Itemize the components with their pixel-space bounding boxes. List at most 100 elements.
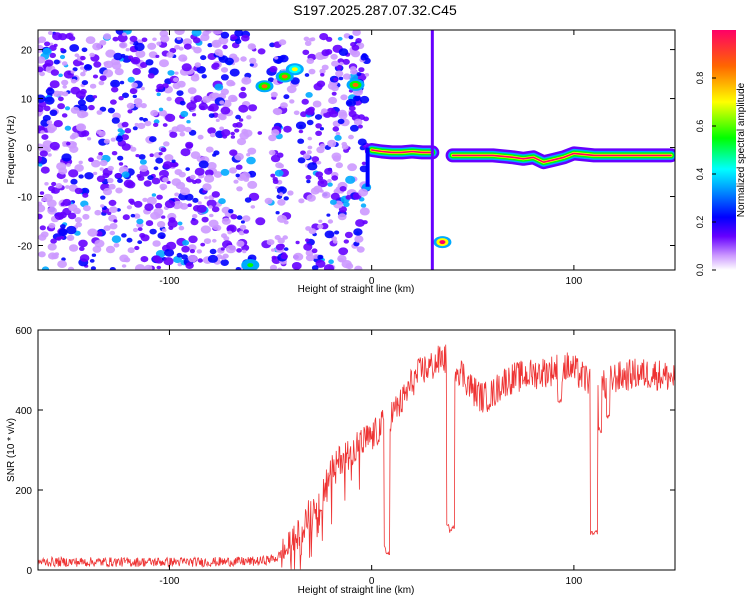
noise-speck [181,254,188,260]
noise-speck [172,162,178,167]
noise-speck [80,55,86,61]
noise-speck [174,30,185,36]
noise-speck [178,46,184,51]
noise-speck [277,237,285,244]
noise-speck [53,43,58,48]
noise-speck [77,104,88,112]
noise-speck [146,196,157,205]
noise-speck [334,230,340,235]
noise-speck [113,52,123,61]
noise-speck [61,61,68,66]
noise-speck [135,154,140,158]
noise-speck [179,131,186,137]
spectrogram-ylabel: Frequency (Hz) [6,116,17,185]
noise-speck [178,54,188,62]
noise-speck [227,225,235,232]
noise-speck [243,78,248,82]
noise-speck [75,210,81,215]
noise-speck [355,219,365,227]
noise-speck [204,30,212,34]
noise-speck [212,62,220,69]
noise-speck [43,105,51,112]
noise-speck [331,60,339,67]
noise-speck [190,218,199,226]
noise-speck [174,44,181,50]
noise-speck [147,175,154,181]
noise-speck [212,224,220,230]
noise-speck [39,71,45,77]
snr-xlabel: Height of straight line (km) [298,585,415,596]
noise-speck [126,205,132,210]
noise-speck [38,213,43,220]
noise-speck [312,100,322,108]
noise-speck [92,74,99,79]
noise-speck [107,211,112,216]
noise-speck [103,61,109,66]
noise-speck [331,152,342,161]
noise-speck [348,134,354,140]
noise-speck [114,68,124,76]
noise-speck [94,209,102,216]
noise-speck [364,73,370,77]
noise-speck [180,110,189,118]
noise-speck [211,191,220,198]
noise-speck [88,104,95,111]
noise-speck [102,187,113,196]
noise-speck [61,113,68,118]
noise-speck [38,66,44,73]
noise-speck [80,71,86,77]
noise-speck [99,159,108,167]
noise-speck [213,171,223,178]
noise-speck [58,73,63,78]
noise-speck [159,59,169,68]
noise-speck [185,262,194,269]
noise-speck [279,54,289,63]
noise-speck [271,129,280,136]
noise-speck [49,141,60,151]
noise-speck [169,131,178,138]
noise-speck [230,34,238,40]
noise-speck [331,85,339,92]
noise-speck [333,77,338,82]
noise-speck [187,203,192,207]
noise-speck [81,80,89,86]
noise-speck [111,151,118,156]
noise-speck [156,92,161,97]
noise-speck [140,62,148,68]
noise-speck [240,171,251,180]
noise-speck [74,217,82,223]
noise-speck [356,72,362,77]
noise-speck [345,195,352,200]
noise-speck [240,220,245,224]
noise-speck [297,157,306,164]
noise-speck [156,221,166,228]
noise-speck [39,191,45,195]
noise-speck [99,40,107,46]
noise-speck [331,91,337,96]
noise-speck [197,134,204,140]
noise-speck [350,66,357,72]
noise-speck [184,193,194,201]
noise-speck [92,171,98,176]
noise-speck [175,181,186,190]
noise-speck [330,199,337,205]
noise-speck [158,152,163,156]
noise-speck [234,30,244,37]
snr-y-tick-label: 0 [26,566,32,577]
noise-speck [220,259,229,266]
noise-speck [121,121,129,128]
noise-speck [74,187,83,195]
noise-speck [132,94,137,99]
noise-speck [173,204,181,210]
noise-speck [68,244,79,252]
noise-speck [267,77,275,83]
noise-speck [354,235,364,243]
noise-speck [51,253,59,260]
noise-speck [341,141,348,147]
noise-speck [49,80,60,89]
noise-speck [204,196,209,200]
noise-speck [351,49,361,58]
noise-speck [98,151,103,156]
noise-speck [218,52,224,58]
noise-speck [57,260,67,268]
